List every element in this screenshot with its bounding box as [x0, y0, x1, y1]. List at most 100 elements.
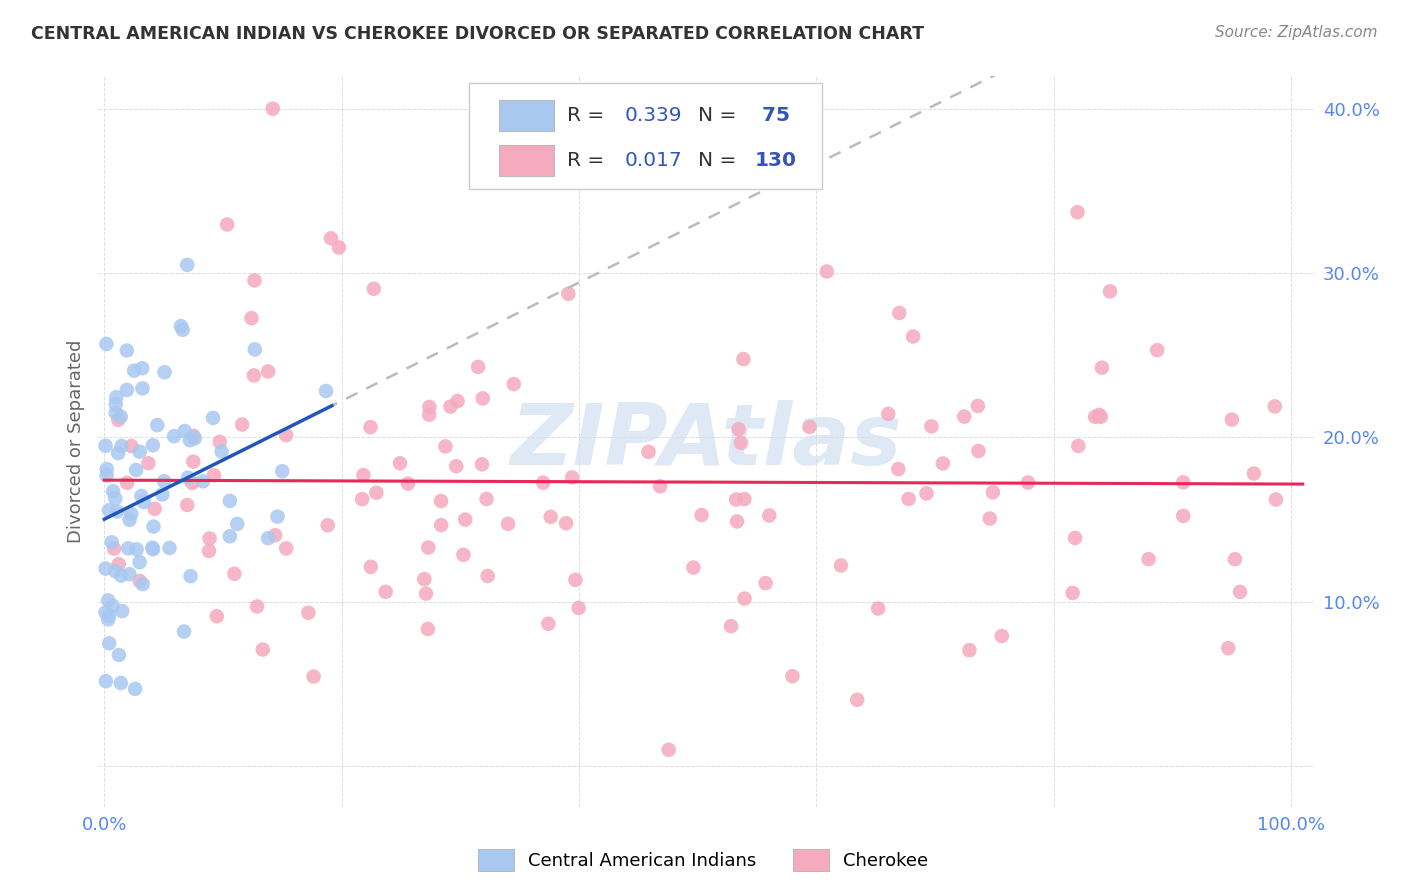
Point	[94, 439, 117, 453]
Point	[328, 240, 350, 254]
Point	[218, 494, 240, 508]
Point	[733, 352, 755, 367]
Point	[366, 485, 388, 500]
Point	[413, 572, 436, 586]
Point	[360, 559, 382, 574]
Text: N =: N =	[697, 106, 742, 125]
Point	[170, 319, 193, 334]
Point	[319, 231, 342, 245]
Point	[1264, 400, 1286, 414]
Point	[430, 494, 453, 508]
Point	[142, 519, 165, 533]
Point	[198, 532, 221, 546]
Point	[110, 676, 132, 690]
Point	[131, 489, 153, 503]
Point	[183, 429, 205, 443]
Point	[887, 462, 910, 476]
Point	[637, 445, 659, 459]
Point	[184, 431, 207, 445]
Point	[97, 612, 120, 626]
Point	[201, 411, 224, 425]
Point	[252, 642, 274, 657]
FancyBboxPatch shape	[499, 145, 554, 176]
Point	[734, 591, 756, 606]
Point	[454, 512, 477, 526]
Point	[363, 282, 385, 296]
Point	[131, 361, 153, 376]
Point	[231, 417, 253, 432]
Point	[1098, 285, 1121, 299]
Point	[815, 264, 838, 278]
Point	[105, 504, 128, 518]
Point	[94, 606, 117, 620]
Point	[257, 364, 280, 378]
Point	[434, 439, 457, 453]
Point	[104, 406, 127, 420]
Point	[957, 643, 980, 657]
Point	[415, 586, 437, 600]
Point	[240, 311, 263, 326]
Point	[122, 364, 145, 378]
Point	[110, 439, 132, 453]
Text: R =: R =	[567, 106, 610, 125]
Point	[877, 407, 900, 421]
Point	[1084, 409, 1107, 424]
Point	[150, 487, 173, 501]
Point	[96, 468, 118, 483]
Point	[180, 569, 202, 583]
Point	[131, 381, 153, 395]
Point	[733, 491, 755, 506]
Point	[540, 509, 562, 524]
Point	[966, 399, 988, 413]
Point	[104, 491, 127, 506]
Point	[568, 601, 591, 615]
Point	[264, 528, 287, 542]
Point	[564, 573, 586, 587]
Point	[953, 409, 976, 424]
Point	[271, 464, 294, 478]
Point	[782, 669, 804, 683]
Point	[132, 577, 155, 591]
Point	[901, 329, 924, 343]
Point	[967, 444, 990, 458]
Point	[388, 456, 411, 470]
Legend: Central American Indians, Cherokee: Central American Indians, Cherokee	[471, 842, 935, 879]
Point	[128, 574, 150, 588]
Point	[246, 599, 269, 614]
Point	[561, 470, 583, 484]
Point	[557, 286, 579, 301]
Point	[120, 439, 142, 453]
Point	[727, 422, 749, 436]
Point	[418, 541, 440, 555]
Point	[1088, 408, 1111, 422]
Point	[1062, 586, 1084, 600]
Point	[725, 515, 748, 529]
Point	[226, 516, 249, 531]
Point	[1137, 552, 1160, 566]
Point	[730, 436, 752, 450]
Y-axis label: Divorced or Separated: Divorced or Separated	[66, 340, 84, 543]
Point	[471, 458, 494, 472]
Point	[125, 542, 148, 557]
Point	[163, 429, 186, 443]
Point	[173, 624, 195, 639]
Point	[990, 629, 1012, 643]
Point	[1218, 641, 1240, 656]
Point	[1264, 492, 1286, 507]
Point	[181, 475, 204, 490]
Point	[120, 507, 142, 521]
Point	[243, 273, 266, 287]
Point	[1090, 409, 1112, 424]
Point	[153, 474, 176, 488]
Point	[979, 511, 1001, 525]
Point	[110, 568, 132, 582]
Point	[471, 392, 494, 406]
Point	[224, 566, 246, 581]
Point	[915, 486, 938, 500]
Point	[755, 576, 778, 591]
Point	[830, 558, 852, 573]
Point	[100, 535, 122, 549]
Point	[1243, 467, 1265, 481]
Point	[117, 541, 139, 556]
Point	[125, 463, 148, 477]
